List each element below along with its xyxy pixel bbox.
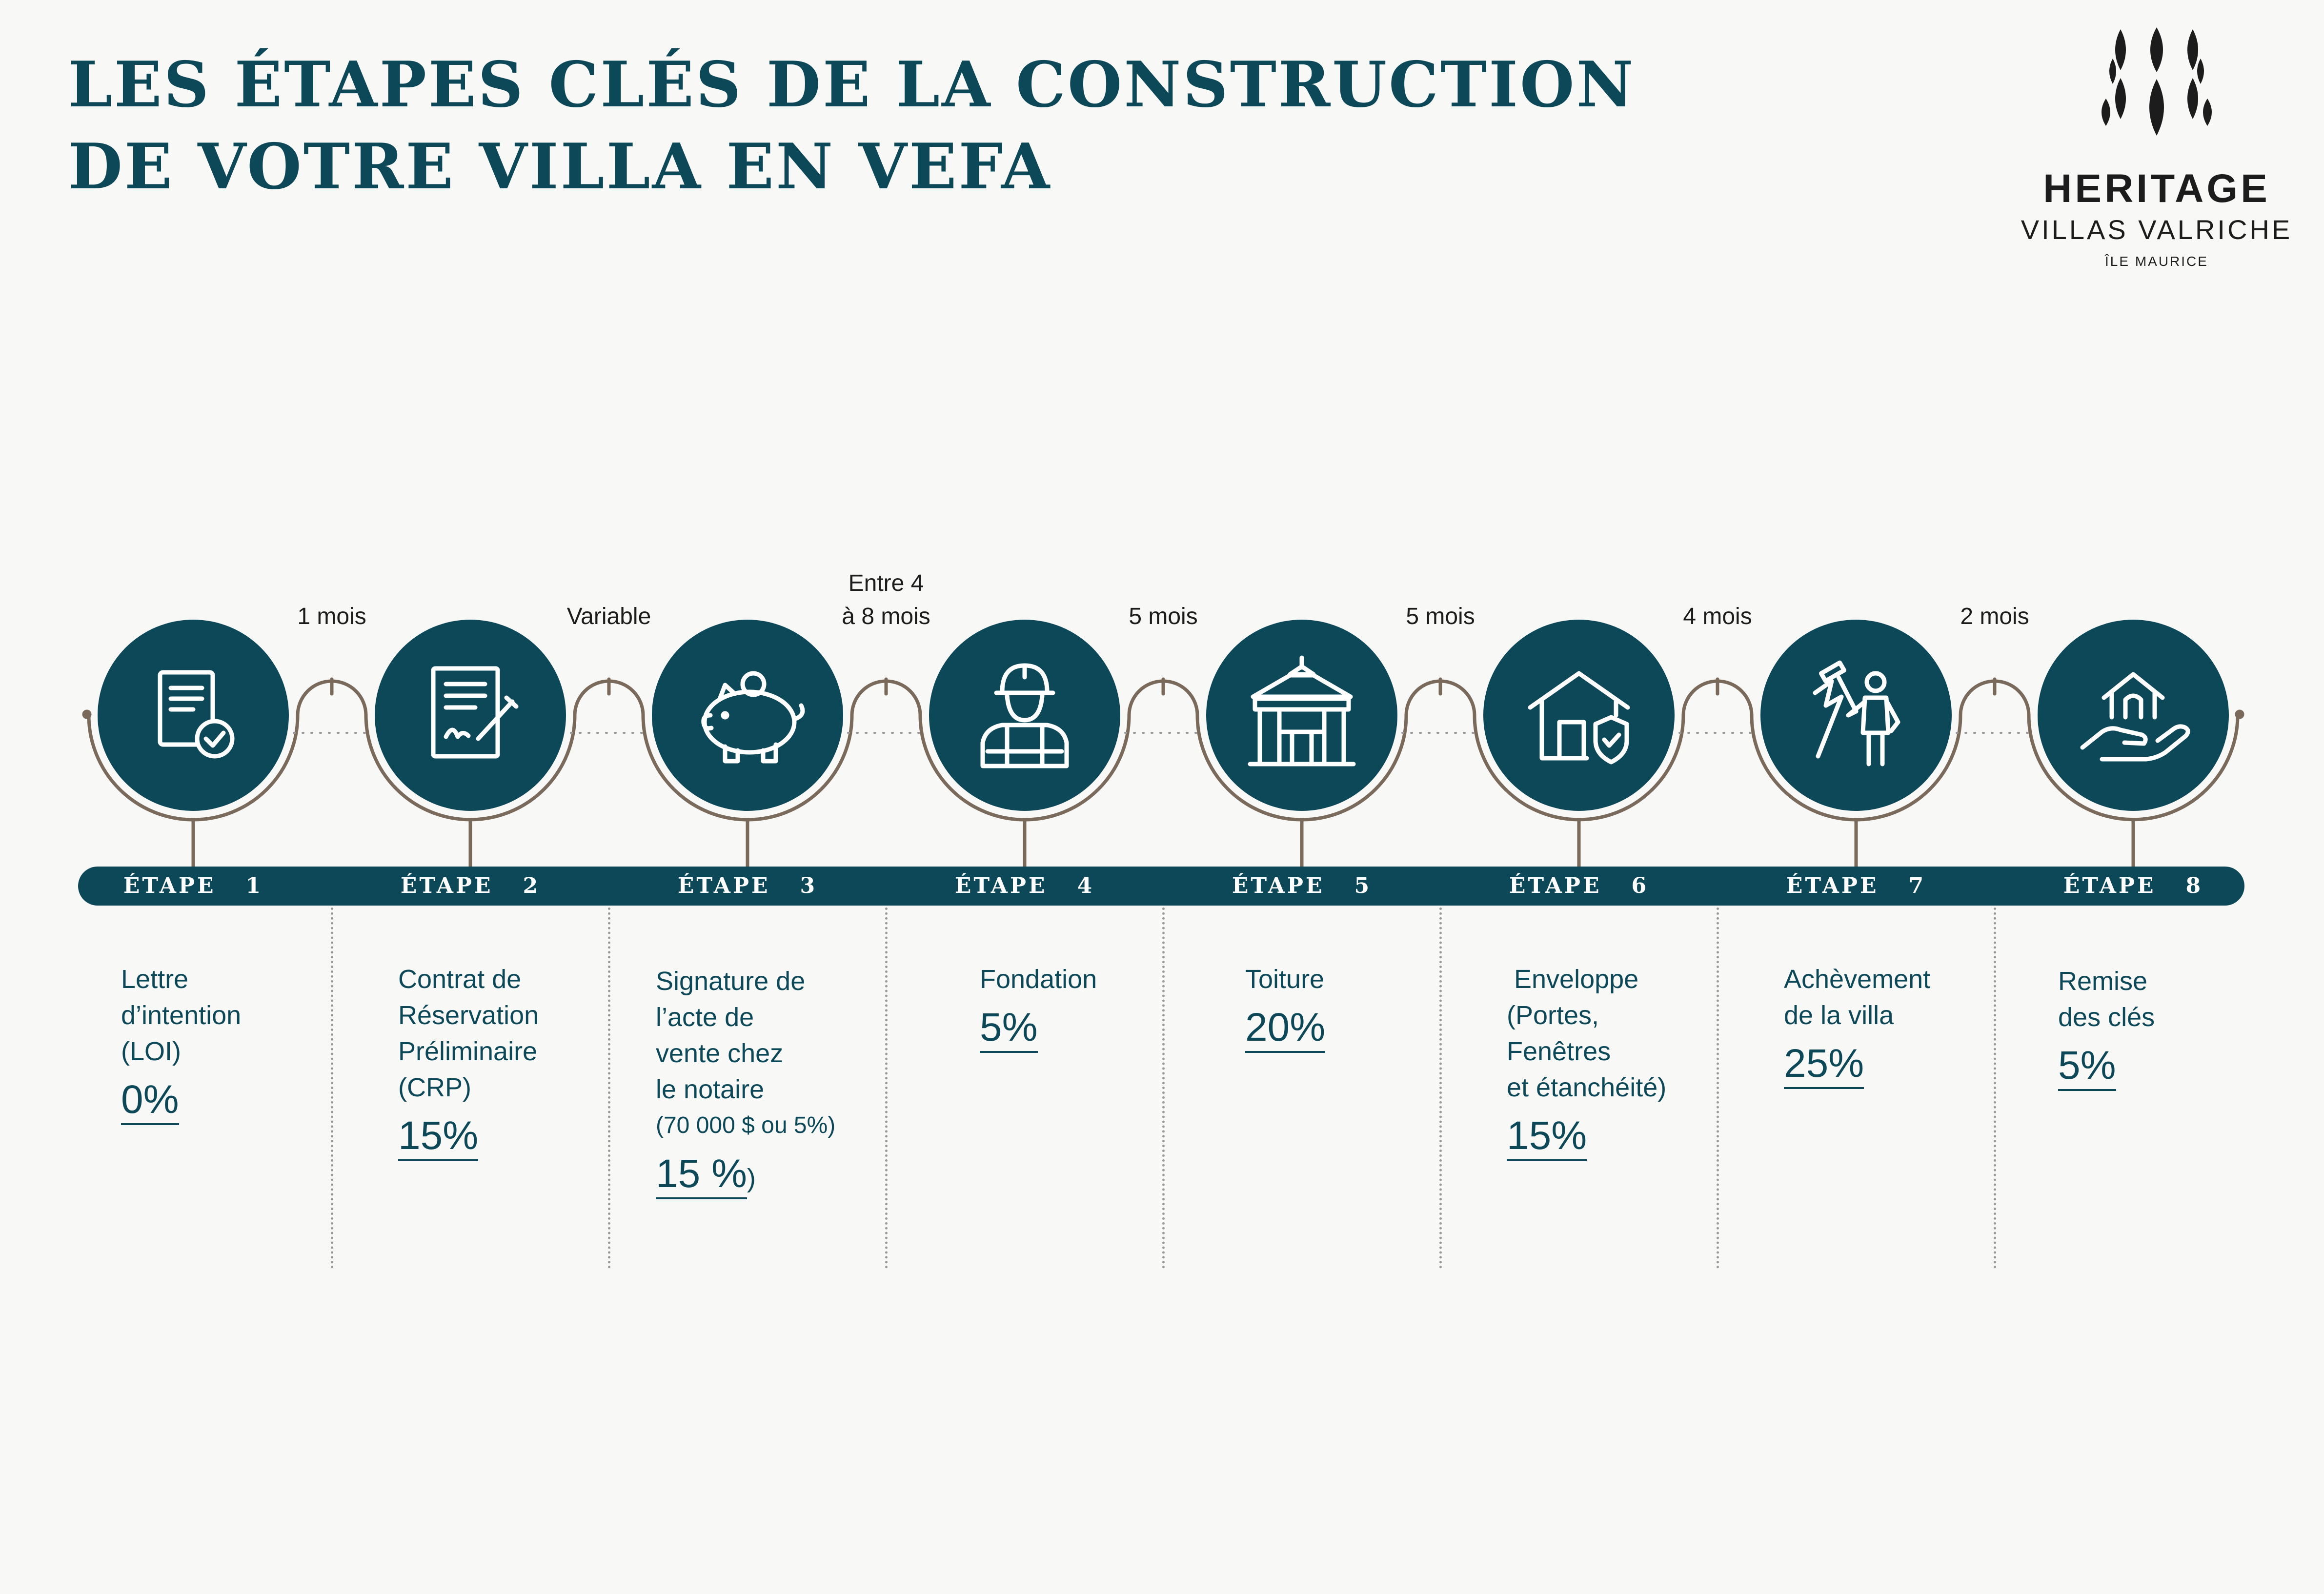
document-check-icon bbox=[158, 670, 235, 759]
step-2-label: ÉTAPE 2 bbox=[400, 873, 541, 898]
step-percentage: 5% bbox=[980, 1004, 1038, 1053]
step-6-circle bbox=[1483, 620, 1675, 811]
step-2-circle bbox=[375, 620, 566, 811]
step-8-label: ÉTAPE 8 bbox=[2063, 873, 2203, 898]
title-line-2: DE VOTRE VILLA EN VEFA bbox=[68, 130, 1052, 203]
logo: HERITAGE VILLAS VALRICHE ÎLE MAURICE bbox=[2020, 24, 2293, 269]
step-percentage: 15 % bbox=[656, 1150, 747, 1199]
step-5-description: Toiture 20% bbox=[1245, 961, 1326, 1053]
step-6-label: ÉTAPE 6 bbox=[1509, 873, 1649, 898]
logo-brand-name: HERITAGE bbox=[2043, 166, 2270, 211]
step-8-description: Remise des clés 5% bbox=[2058, 963, 2155, 1091]
step-percentage: 25% bbox=[1784, 1040, 1864, 1089]
painter-icon bbox=[1813, 660, 1900, 767]
logo-brand-subtitle: VILLAS VALRICHE bbox=[2021, 214, 2293, 245]
step-7-description: Achèvement de la villa 25% bbox=[1784, 961, 1930, 1089]
hand-house-icon bbox=[2080, 672, 2190, 762]
step-5-circle bbox=[1206, 620, 1397, 811]
step-description-text: Lettre d’intention (LOI) bbox=[121, 965, 242, 1066]
duration-label: Entre 4 à 8 mois bbox=[842, 570, 930, 629]
timeline-bar bbox=[78, 867, 2244, 906]
duration-label: 1 mois bbox=[297, 604, 366, 629]
logo-brand-location: ÎLE MAURICE bbox=[2105, 254, 2208, 269]
house-shield-icon bbox=[1528, 671, 1630, 765]
step-percentage: 0% bbox=[121, 1076, 179, 1125]
gazebo-roof-icon bbox=[1248, 655, 1356, 767]
duration-label: 5 mois bbox=[1406, 604, 1475, 629]
column-separator bbox=[1994, 908, 1996, 1269]
column-separator bbox=[885, 908, 888, 1269]
timeline-start-dot bbox=[82, 709, 92, 719]
duration-label: Variable bbox=[566, 604, 651, 629]
step-description-text: Enveloppe (Portes, Fenêtres et étanchéit… bbox=[1507, 965, 1667, 1102]
duration-label: 5 mois bbox=[1129, 604, 1198, 629]
step-8-circle bbox=[2038, 620, 2229, 811]
step-percentage: 15% bbox=[398, 1112, 479, 1161]
step-description-text: Toiture bbox=[1245, 965, 1325, 994]
step-7-circle bbox=[1760, 620, 1952, 811]
step-5-label: ÉTAPE 5 bbox=[1232, 873, 1372, 898]
step-percentage: 5% bbox=[2058, 1042, 2116, 1091]
construction-worker-icon bbox=[980, 663, 1069, 768]
column-separator bbox=[1439, 908, 1442, 1269]
step-percentage-suffix: ) bbox=[747, 1164, 756, 1193]
duration-label: 4 mois bbox=[1683, 604, 1752, 629]
column-separator bbox=[331, 908, 333, 1269]
step-percentage: 20% bbox=[1245, 1004, 1326, 1053]
timeline-end-dot bbox=[2235, 709, 2244, 719]
column-separator bbox=[1162, 908, 1165, 1269]
title-line-1: LES ÉTAPES CLÉS DE LA CONSTRUCTION bbox=[68, 48, 1636, 121]
step-1-description: Lettre d’intention (LOI) 0% bbox=[121, 961, 241, 1125]
step-1-label: ÉTAPE 1 bbox=[123, 873, 263, 898]
step-4-label: ÉTAPE 4 bbox=[954, 873, 1095, 898]
step-percentage: 15% bbox=[1507, 1112, 1587, 1161]
step-1-circle bbox=[98, 620, 289, 811]
logo-mark-icon bbox=[2102, 27, 2212, 136]
piggy-bank-icon bbox=[701, 671, 805, 764]
step-2-description: Contrat de Réservation Préliminaire (CRP… bbox=[398, 961, 539, 1161]
step-description-text: Remise des clés bbox=[2058, 967, 2155, 1032]
column-separator bbox=[608, 908, 610, 1269]
step-4-circle bbox=[929, 620, 1120, 811]
step-description-text: Fondation bbox=[980, 965, 1097, 994]
step-3-description: Signature de l’acte de vente chez le not… bbox=[656, 963, 835, 1199]
step-description-note: (70 000 $ ou 5%) bbox=[656, 1112, 836, 1138]
step-4-description: Fondation 5% bbox=[980, 961, 1097, 1053]
step-description-text: Contrat de Réservation Préliminaire (CRP… bbox=[398, 965, 539, 1102]
duration-label: 2 mois bbox=[1960, 604, 2029, 629]
step-6-description: Enveloppe (Portes, Fenêtres et étanchéit… bbox=[1507, 961, 1666, 1161]
step-description-text: Achèvement de la villa bbox=[1784, 965, 1931, 1030]
step-3-label: ÉTAPE 3 bbox=[677, 873, 818, 898]
step-3-circle bbox=[652, 620, 843, 811]
step-description-text: Signature de l’acte de vente chez le not… bbox=[656, 967, 806, 1104]
contract-signature-icon bbox=[431, 666, 519, 759]
page-title: LES ÉTAPES CLÉS DE LA CONSTRUCTION DE VO… bbox=[68, 44, 1636, 208]
step-7-label: ÉTAPE 7 bbox=[1786, 873, 1926, 898]
column-separator bbox=[1717, 908, 1719, 1269]
